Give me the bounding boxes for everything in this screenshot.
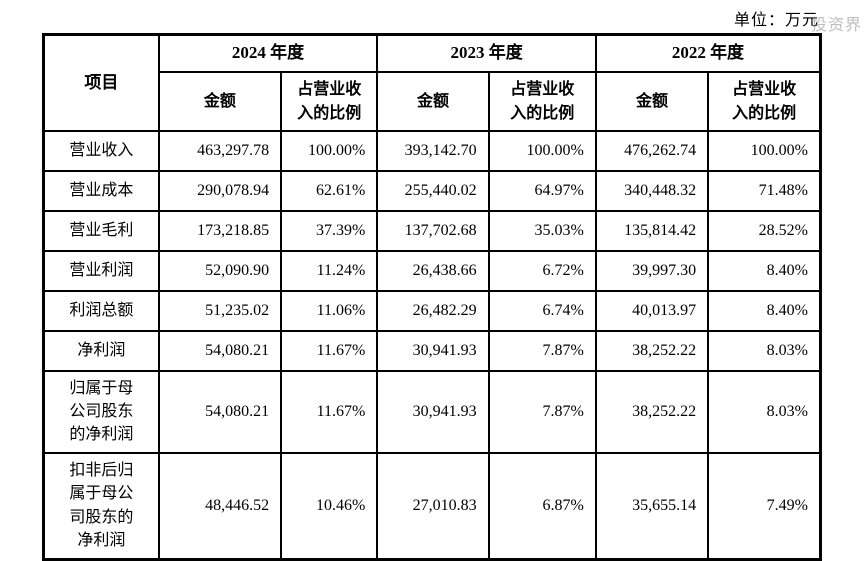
ratio-cell: 6.87% — [487, 451, 597, 561]
ratio-cell: 6.74% — [487, 290, 597, 332]
header-ratio-label: 占营业收入的比例 — [732, 81, 797, 122]
ratio-cell: 7.49% — [707, 451, 822, 561]
amount-cell: 463,297.78 — [157, 130, 283, 172]
header-ratio-2023: 占营业收入的比例 — [487, 71, 597, 132]
ratio-cell: 8.03% — [707, 370, 822, 454]
row-label: 营业利润 — [42, 250, 160, 292]
header-subrow: 金额 占营业收入的比例 金额 占营业收入的比例 金额 占营业收入的比例 — [44, 71, 822, 132]
unit-label: 单位：万元 — [733, 12, 819, 29]
financial-summary-table: 项目 2024 年度 2023 年度 2022 年度 金额 占营业收入的比例 金… — [42, 33, 822, 561]
ratio-cell: 100.00% — [707, 130, 822, 172]
amount-cell: 476,262.74 — [594, 130, 710, 172]
amount-cell: 255,440.02 — [376, 170, 490, 212]
row-label: 利润总额 — [42, 290, 160, 332]
row-label-text: 营业成本 — [69, 182, 134, 200]
row-label-text: 归属于母公司股东的净利润 — [69, 380, 134, 444]
amount-cell: 35,655.14 — [594, 451, 710, 561]
table-row: 营业收入 463,297.78 100.00% 393,142.70 100.00% 47… — [42, 130, 822, 172]
ratio-cell: 35.03% — [487, 210, 597, 252]
ratio-cell: 100.00% — [280, 130, 379, 172]
header-amount-2023: 金额 — [376, 71, 490, 132]
amount-cell: 26,482.29 — [376, 290, 490, 332]
table-row: 扣非后归属于母公司股东的净利润 48,446.52 10.46% 27,010.83 6… — [42, 451, 822, 561]
ratio-cell: 11.67% — [280, 370, 379, 454]
row-label-text: 扣非后归属于母公司股东的净利润 — [69, 462, 134, 549]
header-ratio-label: 占营业收入的比例 — [297, 81, 362, 122]
ratio-cell: 8.40% — [707, 290, 822, 332]
table-row: 归属于母公司股东的净利润 54,080.21 11.67% 30,941.93 7.87… — [42, 370, 822, 454]
row-label: 净利润 — [42, 330, 160, 372]
table-header: 项目 2024 年度 2023 年度 2022 年度 金额 占营业收入的比例 金… — [42, 33, 822, 132]
table-body: 营业收入 463,297.78 100.00% 393,142.70 100.00% 47… — [42, 130, 822, 561]
row-label: 归属于母公司股东的净利润 — [42, 370, 160, 454]
ratio-cell: 7.87% — [487, 370, 597, 454]
amount-cell: 30,941.93 — [376, 370, 490, 454]
header-amount-2022: 金额 — [594, 71, 710, 132]
ratio-cell: 11.06% — [280, 290, 379, 332]
row-label: 扣非后归属于母公司股东的净利润 — [42, 451, 160, 561]
ratio-cell: 64.97% — [487, 170, 597, 212]
amount-cell: 27,010.83 — [376, 451, 490, 561]
ratio-cell: 10.46% — [280, 451, 379, 561]
amount-cell: 393,142.70 — [376, 130, 490, 172]
amount-cell: 290,078.94 — [157, 170, 283, 212]
row-label-text: 营业利润 — [69, 262, 134, 280]
header-ratio-2022: 占营业收入的比例 — [707, 71, 822, 132]
amount-cell: 52,090.90 — [157, 250, 283, 292]
row-label-text: 利润总额 — [69, 302, 134, 320]
amount-cell: 39,997.30 — [594, 250, 710, 292]
ratio-cell: 100.00% — [487, 130, 597, 172]
row-label-text: 营业收入 — [69, 142, 134, 160]
amount-cell: 51,235.02 — [157, 290, 283, 332]
header-ratio-label: 占营业收入的比例 — [510, 81, 575, 122]
amount-cell: 30,941.93 — [376, 330, 490, 372]
header-amount-label: 金额 — [203, 92, 236, 110]
row-label-text: 营业毛利 — [69, 222, 134, 240]
row-label: 营业收入 — [42, 130, 160, 172]
table-row: 营业成本 290,078.94 62.61% 255,440.02 64.97% 340,… — [42, 170, 822, 212]
amount-cell: 340,448.32 — [594, 170, 710, 212]
header-amount-label: 金额 — [416, 92, 449, 110]
ratio-cell: 28.52% — [707, 210, 822, 252]
row-label: 营业成本 — [42, 170, 160, 212]
ratio-cell: 62.61% — [280, 170, 379, 212]
header-year-row: 项目 2024 年度 2023 年度 2022 年度 — [42, 33, 822, 132]
ratio-cell: 7.87% — [487, 330, 597, 372]
amount-cell: 26,438.66 — [376, 250, 490, 292]
ratio-cell: 8.03% — [707, 330, 822, 372]
amount-cell: 137,702.68 — [376, 210, 490, 252]
header-item: 项目 — [42, 33, 160, 132]
ratio-cell: 71.48% — [707, 170, 822, 212]
amount-cell: 38,252.22 — [594, 330, 710, 372]
amount-cell: 38,252.22 — [594, 370, 710, 454]
table-row: 营业利润 52,090.90 11.24% 26,438.66 6.72% 39,997.… — [42, 250, 822, 292]
header-amount-2024: 金额 — [157, 71, 283, 132]
header-year-2022: 2022 年度 — [594, 33, 822, 73]
header-amount-label: 金额 — [636, 92, 669, 110]
table-row: 营业毛利 173,218.85 37.39% 137,702.68 35.03% 135,… — [42, 210, 822, 252]
ratio-cell: 11.67% — [280, 330, 379, 372]
header-year-2024: 2024 年度 — [157, 33, 379, 73]
header-ratio-2024: 占营业收入的比例 — [280, 71, 379, 132]
header-year-2023: 2023 年度 — [376, 33, 597, 73]
ratio-cell: 37.39% — [280, 210, 379, 252]
amount-cell: 48,446.52 — [157, 451, 283, 561]
table-row: 利润总额 51,235.02 11.06% 26,482.29 6.74% 40,013.… — [42, 290, 822, 332]
table-row: 净利润 54,080.21 11.67% 30,941.93 7.87% 38,252.2… — [42, 330, 822, 372]
amount-cell: 54,080.21 — [157, 330, 283, 372]
amount-cell: 173,218.85 — [157, 210, 283, 252]
watermark: 投资界 — [810, 17, 862, 34]
ratio-cell: 11.24% — [280, 250, 379, 292]
amount-cell: 135,814.42 — [594, 210, 710, 252]
amount-cell: 40,013.97 — [594, 290, 710, 332]
ratio-cell: 8.40% — [707, 250, 822, 292]
row-label-text: 净利润 — [77, 342, 126, 360]
amount-cell: 54,080.21 — [157, 370, 283, 454]
row-label: 营业毛利 — [42, 210, 160, 252]
ratio-cell: 6.72% — [487, 250, 597, 292]
